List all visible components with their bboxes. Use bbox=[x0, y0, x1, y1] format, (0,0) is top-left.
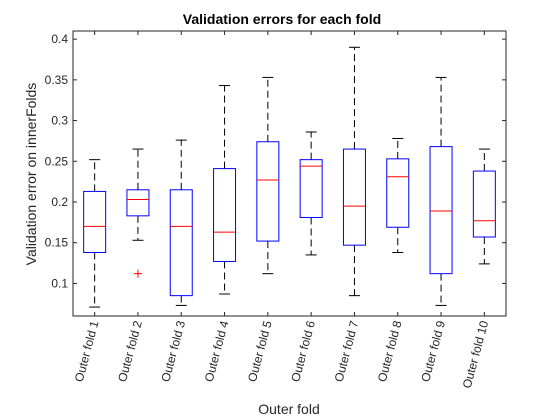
box-group bbox=[126, 148, 150, 278]
interquartile-box bbox=[83, 190, 107, 253]
interquartile-box bbox=[256, 141, 280, 242]
outlier-marker bbox=[133, 269, 142, 278]
x-tick-label: Outer fold 3 bbox=[158, 319, 188, 384]
x-tick-label: Outer fold 9 bbox=[418, 319, 448, 384]
x-tick-label: Outer fold 2 bbox=[115, 319, 145, 384]
y-axis: 0.1 0.15 0.2 0.25 0.3 0.35 0.4 bbox=[45, 32, 506, 290]
y-tick-label: 0.4 bbox=[51, 32, 68, 46]
interquartile-box bbox=[213, 168, 237, 262]
x-tick-label: Outer fold 7 bbox=[332, 319, 362, 384]
box-group bbox=[169, 139, 193, 306]
interquartile-box bbox=[429, 146, 453, 275]
x-tick-label: Outer fold 1 bbox=[72, 319, 102, 384]
box-group bbox=[386, 137, 410, 253]
box-group bbox=[429, 76, 453, 306]
y-tick-label: 0.1 bbox=[51, 276, 68, 290]
plot-area bbox=[83, 46, 496, 308]
y-tick-label: 0.35 bbox=[45, 73, 69, 87]
y-tick-label: 0.25 bbox=[45, 154, 69, 168]
x-axis: Outer fold 1 Outer fold 2 Outer fold 3 Oute… bbox=[72, 31, 492, 390]
box-group bbox=[83, 159, 107, 308]
box-group bbox=[213, 85, 237, 295]
x-tick-label: Outer fold 10 bbox=[460, 319, 492, 390]
y-tick-label: 0.2 bbox=[51, 195, 68, 209]
interquartile-box bbox=[299, 159, 323, 218]
box-group bbox=[472, 148, 496, 265]
box-group bbox=[342, 46, 366, 297]
interquartile-box bbox=[472, 170, 496, 238]
box-group bbox=[256, 76, 280, 275]
interquartile-box bbox=[342, 148, 366, 246]
y-axis-label: Validation error on innerFolds bbox=[23, 83, 39, 266]
x-axis-label: Outer fold bbox=[258, 401, 319, 417]
x-tick-label: Outer fold 8 bbox=[375, 319, 405, 384]
chart-title: Validation errors for each fold bbox=[183, 11, 381, 27]
x-tick-label: Outer fold 5 bbox=[245, 319, 275, 384]
axes-frame bbox=[72, 30, 507, 317]
y-tick-label: 0.15 bbox=[45, 236, 69, 250]
interquartile-box bbox=[386, 158, 410, 228]
interquartile-box bbox=[169, 189, 193, 297]
x-tick-label: Outer fold 6 bbox=[288, 319, 318, 384]
x-tick-label: Outer fold 4 bbox=[202, 319, 232, 384]
interquartile-box bbox=[126, 189, 150, 217]
box-group bbox=[299, 131, 323, 256]
y-tick-label: 0.3 bbox=[51, 114, 68, 128]
